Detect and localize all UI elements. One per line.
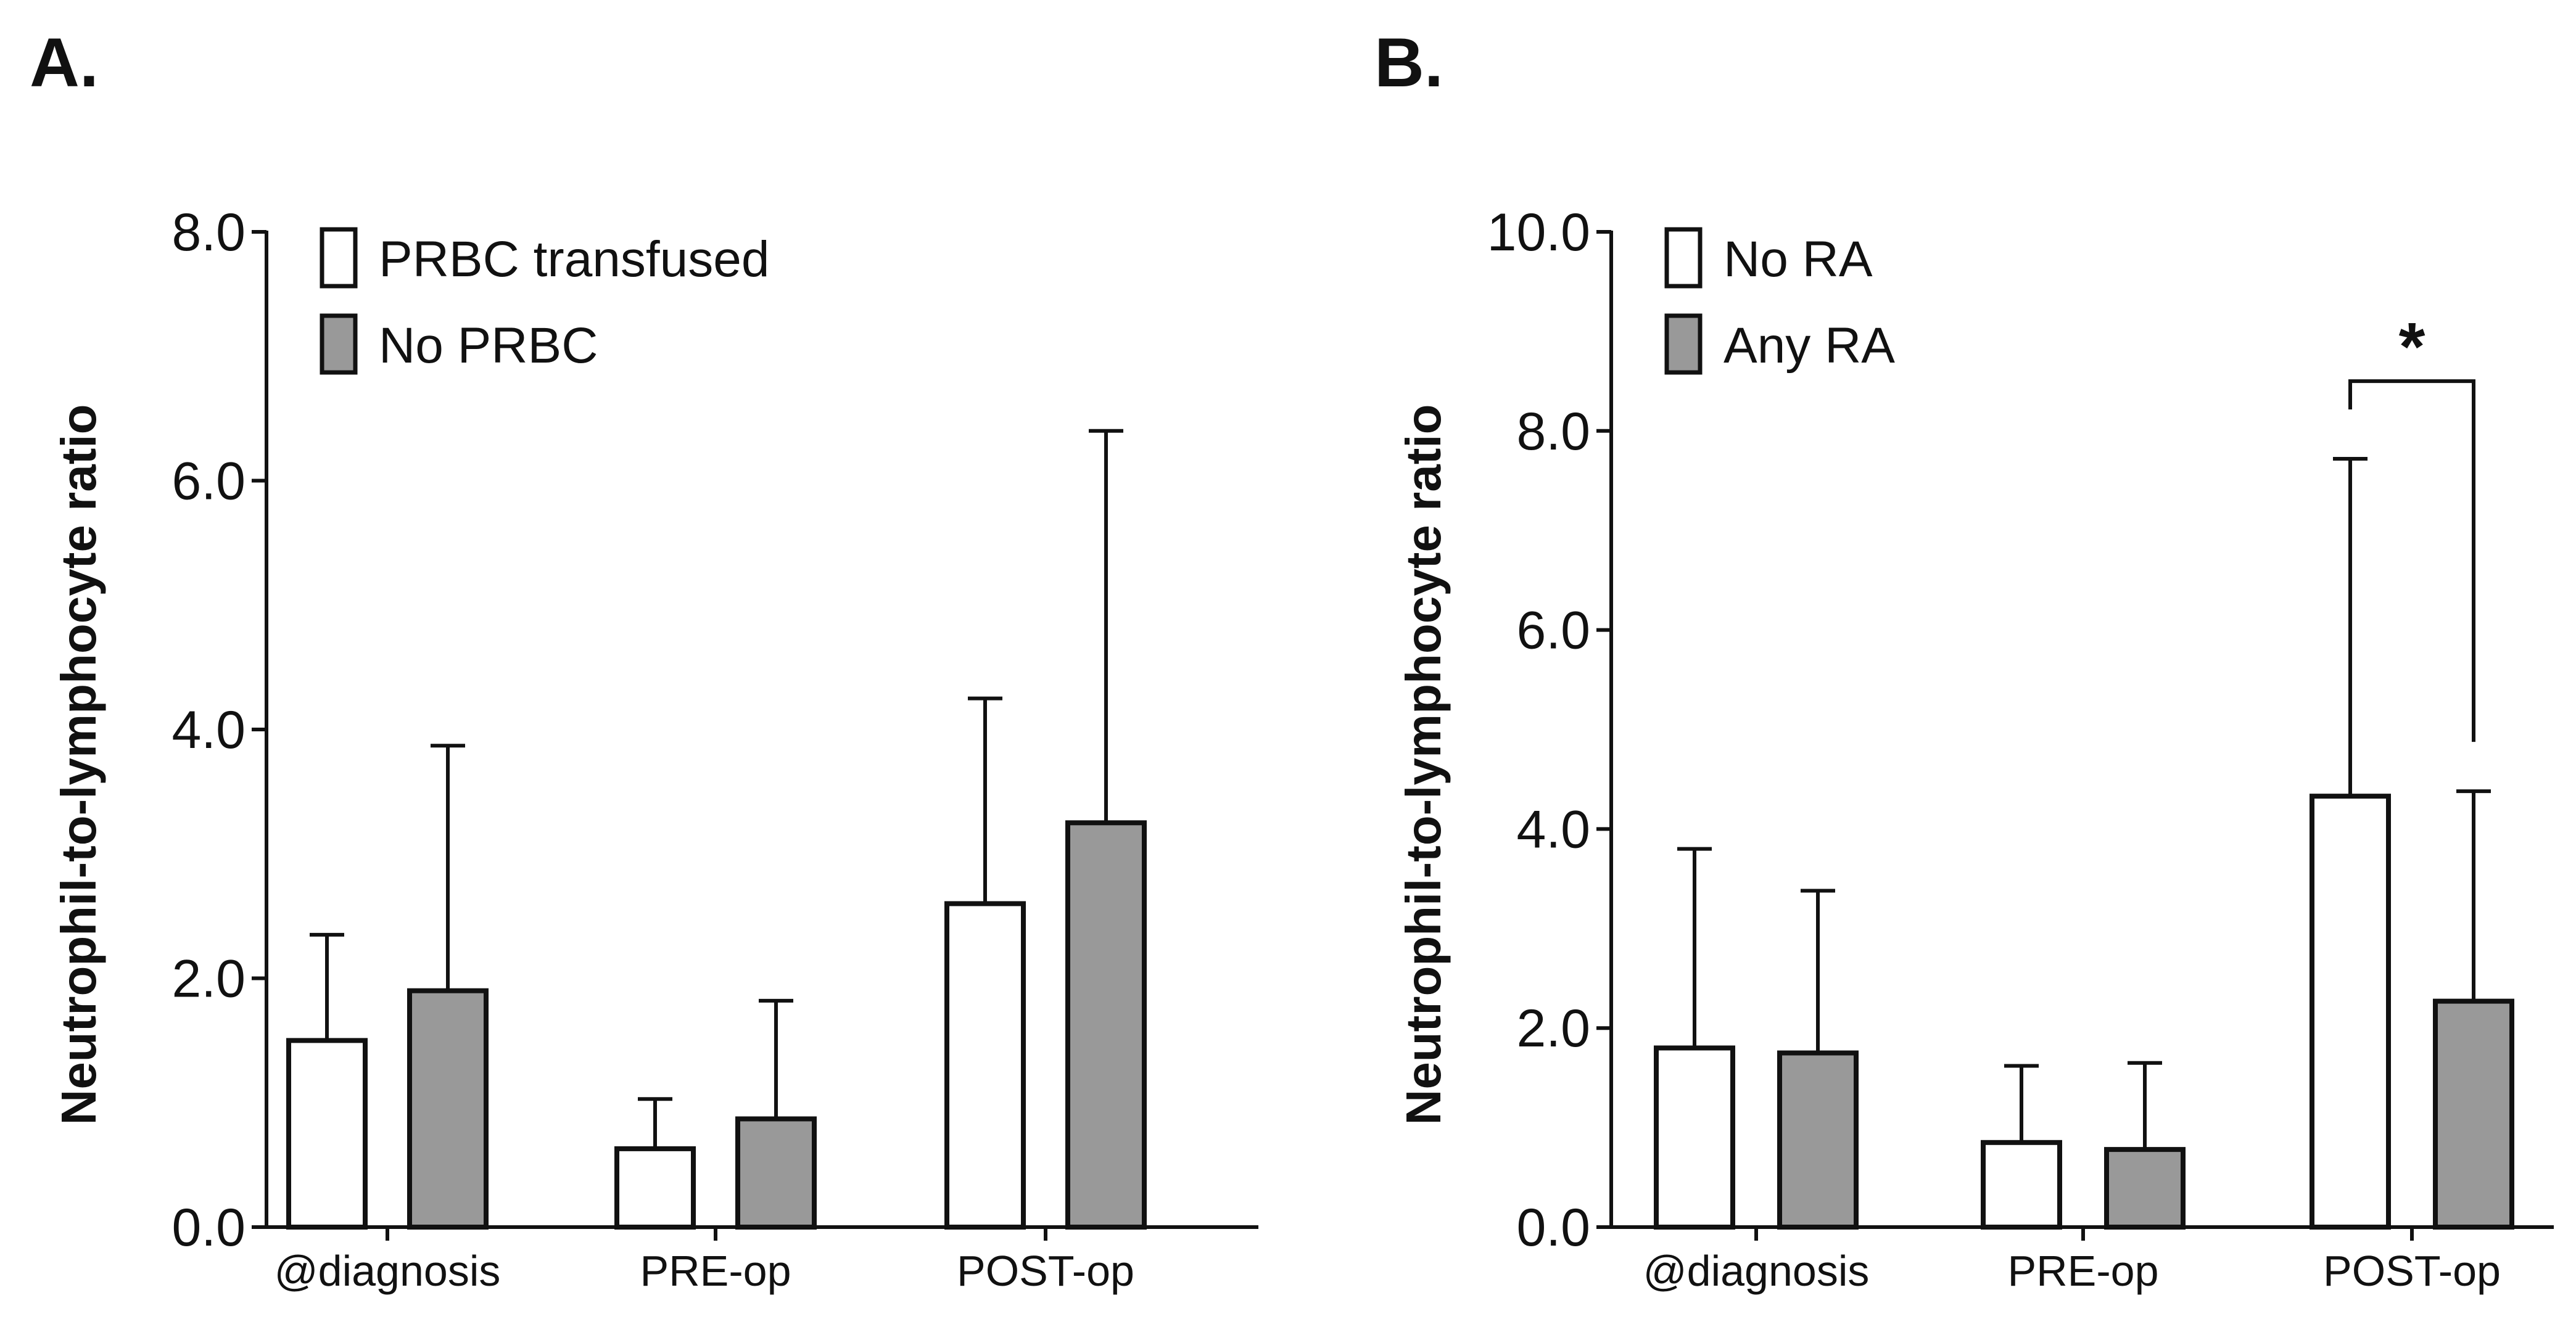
panel-b-significance-star: * [2399, 309, 2425, 385]
panel-a-bars [286, 429, 1147, 1230]
panel-a-bar [1065, 820, 1147, 1230]
panel-a-y-tick-label: 0.0 [171, 1198, 246, 1257]
panel-b-legend-swatch [1664, 227, 1703, 289]
panel-b-bar [2104, 1147, 2186, 1230]
panel-a-bar [286, 1038, 368, 1230]
panel-b-y-tick-label: 0.0 [1516, 1198, 1590, 1257]
panel-a-legend-swatch [320, 227, 358, 289]
panel-a-y-tick-label: 2.0 [171, 950, 246, 1009]
panel-a-bar [407, 988, 489, 1230]
panel-a-bar [614, 1146, 696, 1230]
panel-a-letter: A. [30, 24, 99, 101]
panel-b-y-axis-label: Neutrophil-to-lymphocyte ratio [1396, 405, 1451, 1125]
panel-b-letter: B. [1374, 24, 1443, 101]
panel-b-bars [1654, 456, 2514, 1230]
panel-b-significance-bracket [2348, 379, 2475, 742]
panel-b-y-tick-label: 4.0 [1516, 800, 1590, 859]
panel-a-x-tick-label: PRE-op [640, 1247, 791, 1295]
panel-b-axes: 0.0 2.0 4.0 6.0 8.0 10.0 @diagnosis PRE-op POST-… [1487, 203, 2554, 1295]
panel-b-annotations: * [2348, 309, 2475, 742]
panel-b-bar [2433, 998, 2514, 1230]
panel-a-y-tick-label: 6.0 [171, 452, 246, 511]
panel-b-bar [1981, 1140, 2062, 1230]
panel-b-legend-swatch [1664, 313, 1703, 375]
panel-a-bar [735, 1116, 817, 1230]
panel-b-bar [1777, 1050, 1859, 1230]
panel-b-x-tick-label: @diagnosis [1643, 1247, 1870, 1295]
panel-a-x-tick-label: @diagnosis [275, 1247, 501, 1295]
panel-a-axes: 0.0 2.0 4.0 6.0 8.0 @diagnosis PRE-op POST-op [171, 203, 1258, 1295]
panel-b-bar [2310, 794, 2391, 1230]
panel-a-legend: PRBC transfused No PRBC [320, 227, 770, 375]
panel-b-x-tick-label: PRE-op [2007, 1247, 2158, 1295]
panel-a-x-tick-label: POST-op [957, 1247, 1134, 1295]
panel-a-y-tick-label: 8.0 [171, 203, 246, 262]
panel-b-y-tick-label: 8.0 [1516, 402, 1590, 461]
panel-a-legend-swatch [320, 313, 358, 375]
panel-b-y-tick-label: 2.0 [1516, 999, 1590, 1058]
panel-b-bar [1654, 1045, 1735, 1230]
panel-b-x-tick-label: POST-op [2323, 1247, 2501, 1295]
panel-a: A. Neutrophil-to-lymphocyte ratio 0.0 2.0… [30, 24, 1258, 1295]
panel-a-legend-label: No PRBC [379, 318, 598, 374]
panel-b-legend: No RA Any RA [1664, 227, 1895, 375]
panel-a-y-axis-label: Neutrophil-to-lymphocyte ratio [51, 405, 106, 1125]
panel-b-legend-label: No RA [1724, 231, 1873, 287]
panel-a-y-tick-label: 4.0 [171, 700, 246, 760]
panel-a-bar [944, 901, 1026, 1230]
panel-b-legend-label: Any RA [1724, 318, 1895, 374]
panel-b-y-tick-label: 10.0 [1487, 203, 1590, 262]
panel-b-y-tick-label: 6.0 [1516, 601, 1590, 660]
panel-b: B. Neutrophil-to-lymphocyte ratio 0.0 2.0… [1374, 24, 2554, 1295]
panel-a-legend-label: PRBC transfused [379, 231, 770, 287]
